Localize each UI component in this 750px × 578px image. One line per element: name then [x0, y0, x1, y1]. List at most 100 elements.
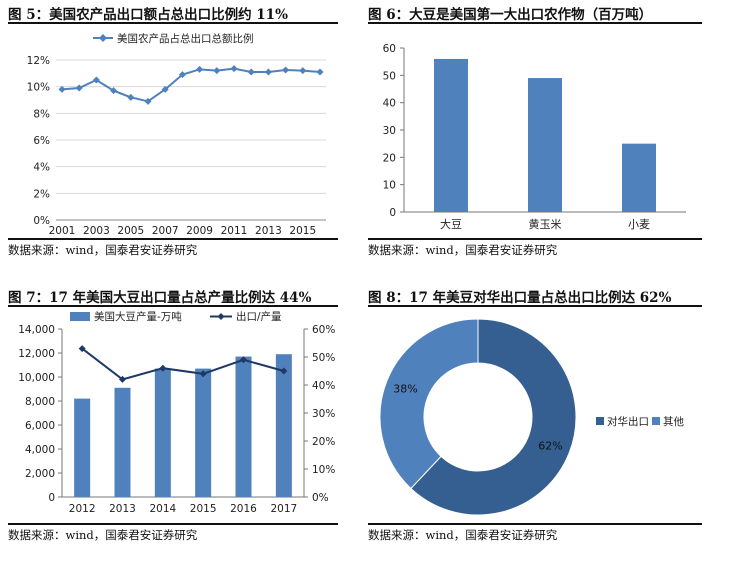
y-tick-label: 12% — [27, 55, 50, 67]
data-point — [110, 87, 118, 95]
chart-title: 图 5：美国农产品出口额占总出口比例约 11% — [8, 7, 288, 23]
x-tick-label: 黄玉米 — [529, 217, 562, 231]
data-point — [299, 67, 307, 75]
x-tick-label: 2003 — [83, 225, 110, 237]
y2-tick-label: 40% — [312, 380, 335, 392]
chart-panel-2: 图 6：大豆是美国第一大出口农作物（百万吨） 0 10 20 30 40 50 60 大豆 黄玉… — [368, 0, 702, 260]
bar — [528, 78, 562, 212]
series-line — [61, 67, 321, 103]
bar — [434, 58, 468, 212]
x-tick-label: 2016 — [230, 503, 257, 515]
donut-slice — [379, 318, 479, 490]
legend-label: 美国农产品占总出口总额比例 — [117, 32, 254, 45]
y2-tick-label: 50% — [312, 352, 335, 364]
y-tick-label: 12,000 — [18, 348, 55, 360]
data-point — [199, 370, 207, 378]
y-tick-label: 0 — [48, 492, 55, 504]
x-tick-label: 大豆 — [440, 217, 462, 231]
data-point — [316, 68, 324, 76]
y-tick-label: 6% — [33, 135, 50, 147]
y-tick-label: 0% — [33, 215, 50, 227]
data-point — [144, 97, 152, 105]
y-tick-label: 0 — [389, 207, 396, 219]
title-rule — [368, 22, 702, 24]
y2-tick-label: 20% — [312, 436, 335, 448]
y-tick-label: 10 — [383, 180, 396, 192]
x-tick-label: 2015 — [289, 225, 316, 237]
data-point — [78, 345, 86, 353]
data-point — [161, 85, 169, 93]
x-tick-label: 2011 — [221, 225, 248, 237]
data-point — [240, 356, 247, 364]
x-tick-label: 2017 — [270, 503, 297, 515]
data-point — [280, 367, 288, 375]
bar — [74, 398, 91, 497]
x-tick-label: 2012 — [69, 503, 96, 515]
bottom-rule — [8, 523, 338, 525]
bar-chart: 0 10 20 30 40 50 60 大豆 黄玉米 小麦 — [383, 43, 686, 231]
data-point — [196, 65, 204, 73]
legend-label: 美国大豆产量-万吨 — [94, 310, 182, 323]
bar — [235, 356, 252, 497]
legend-label: 其他 — [663, 415, 684, 428]
y-tick-label: 8,000 — [25, 396, 55, 408]
legend-marker — [99, 34, 107, 42]
bar — [114, 387, 131, 497]
data-point — [264, 68, 272, 76]
source-note: 数据来源：wind，国泰君安证券研究 — [8, 528, 198, 542]
y-tick-label: 30 — [383, 125, 396, 137]
y-tick-label: 14,000 — [18, 324, 55, 336]
data-point — [159, 364, 167, 372]
y-tick-label: 10,000 — [18, 372, 55, 384]
line-chart: 0% 2% 4% 6% 8% 10% 12% 2001 2003 2005 2007 2009 2011… — [27, 32, 326, 237]
donut-chart: 62% 38% 对华出口 其他 — [379, 318, 684, 516]
y2-tick-label: 0% — [312, 492, 329, 504]
data-point — [75, 84, 83, 92]
combo-chart: 0 2,000 4,000 6,000 8,000 10,000 12,000 14,000 0… — [18, 310, 335, 515]
data-point — [213, 67, 221, 75]
title-rule — [8, 22, 338, 24]
source-note: 数据来源：wind，国泰君安证券研究 — [368, 528, 558, 542]
data-point — [119, 375, 126, 383]
data-point — [282, 66, 290, 74]
data-point — [58, 85, 66, 93]
data-label: 62% — [538, 440, 562, 453]
y-tick-label: 60 — [383, 43, 396, 55]
x-tick-label: 2009 — [186, 225, 213, 237]
bottom-rule — [8, 238, 338, 240]
x-tick-label: 2013 — [255, 225, 282, 237]
x-tick-label: 2007 — [152, 225, 179, 237]
y-tick-label: 6,000 — [25, 420, 55, 432]
source-note: 数据来源：wind，国泰君安证券研究 — [8, 243, 198, 257]
bottom-rule — [368, 523, 702, 525]
chart-title: 图 7：17 年美国大豆出口量占总产量比例达 44% — [8, 290, 312, 306]
y2-tick-label: 10% — [312, 464, 335, 476]
title-rule — [8, 305, 338, 307]
bar — [622, 143, 656, 212]
bar — [275, 354, 292, 497]
chart-panel-1: 图 5：美国农产品出口额占总出口比例约 11% 0% 2% 4% 6% 8% 10% 12%… — [8, 0, 338, 260]
legend-label: 出口/产量 — [236, 310, 282, 323]
data-label: 38% — [393, 382, 417, 395]
y-tick-label: 50 — [383, 70, 396, 82]
legend-marker — [217, 313, 225, 320]
chart-title: 图 6：大豆是美国第一大出口农作物（百万吨） — [368, 7, 653, 23]
x-tick-label: 2015 — [190, 503, 217, 515]
chart-panel-3: 图 7：17 年美国大豆出口量占总产量比例达 44% 0 2,000 4,000 6,… — [8, 283, 338, 543]
legend-swatch — [70, 312, 90, 321]
bottom-rule — [368, 238, 702, 240]
x-tick-label: 小麦 — [628, 218, 650, 231]
x-tick-label: 2001 — [49, 225, 76, 237]
data-point — [230, 65, 238, 73]
y-tick-label: 4,000 — [25, 444, 55, 456]
chart-title: 图 8：17 年美豆对华出口量占总出口比例达 62% — [368, 290, 672, 306]
y-tick-label: 10% — [27, 82, 50, 94]
data-point — [92, 76, 100, 84]
legend-label: 对华出口 — [607, 415, 649, 428]
bar — [154, 368, 171, 497]
y2-tick-label: 60% — [312, 324, 335, 336]
legend-swatch — [596, 417, 604, 425]
x-tick-label: 2014 — [149, 503, 176, 515]
series-line — [81, 347, 285, 381]
x-tick-label: 2013 — [109, 503, 136, 515]
